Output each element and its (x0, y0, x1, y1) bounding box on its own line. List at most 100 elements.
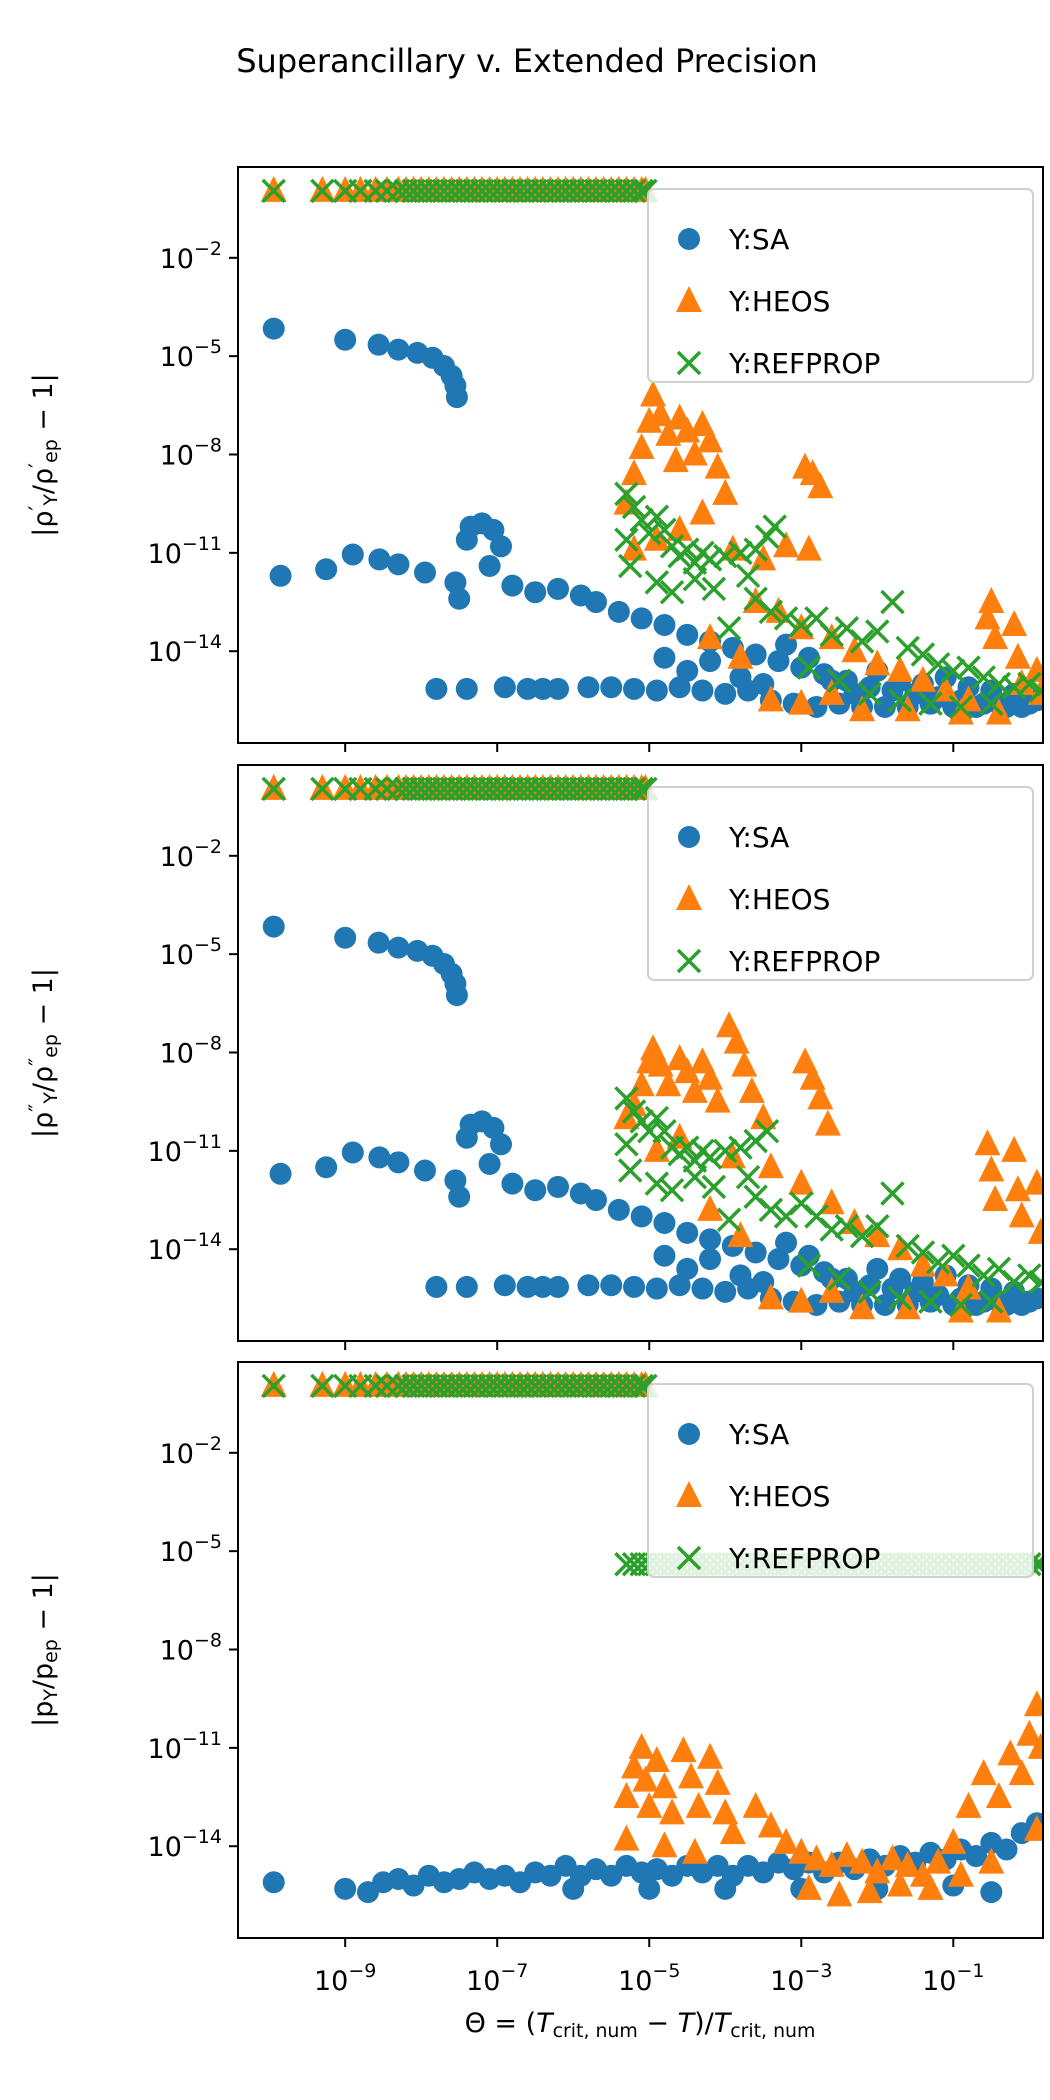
data-point (834, 1214, 860, 1239)
data-point (577, 676, 600, 699)
data-point (490, 535, 513, 558)
data-point (647, 400, 674, 427)
data-point (895, 635, 920, 661)
data-point (653, 1211, 676, 1234)
data-point (697, 426, 724, 453)
data-point (941, 658, 966, 684)
data-point (1008, 1759, 1035, 1786)
y-tick-label: 10−14 (148, 1229, 222, 1266)
data-point (668, 676, 691, 699)
label-part: crit, num (553, 2020, 638, 2042)
data-point (562, 1877, 585, 1900)
figure-title: Superancillary v. Extended Precision (236, 42, 818, 80)
label-part: ep (40, 1639, 62, 1663)
legend-item: Y:REFPROP (676, 347, 880, 380)
data-point (647, 1050, 674, 1077)
label-part: − 1| (28, 1573, 59, 1639)
label-part: ep (40, 439, 62, 463)
data-point (925, 1250, 951, 1275)
data-point (1016, 1719, 1043, 1746)
data-point (1028, 678, 1043, 703)
data-point (910, 1240, 936, 1265)
data-point (970, 1759, 997, 1786)
data-point (719, 1818, 746, 1845)
label-part: T (678, 2008, 697, 2039)
legend-item: Y:SA (678, 821, 789, 854)
data-point (644, 1171, 670, 1196)
tick-exponent: −11 (182, 1728, 222, 1750)
data-point (701, 576, 727, 602)
x-tick-label: 10−3 (770, 1960, 832, 1997)
x-tick-label: 10−9 (314, 1960, 376, 1997)
y-axis-label: |ρ′Y/ρ′ep − 1| (25, 373, 61, 537)
data-point (697, 1194, 724, 1221)
data-point (676, 1257, 699, 1280)
label-part: ″ (25, 1058, 50, 1066)
top-band-yrefprop (261, 178, 658, 204)
data-point (659, 579, 685, 605)
data-point (310, 178, 335, 204)
data-point (490, 1133, 513, 1156)
data-point (865, 1214, 890, 1239)
data-point (887, 1234, 914, 1261)
data-point (531, 677, 554, 700)
data-point (341, 543, 364, 566)
data-point (889, 1267, 912, 1290)
data-point (894, 1850, 921, 1877)
data-point (444, 1169, 467, 1192)
data-point (659, 1798, 686, 1825)
data-point (818, 1276, 845, 1303)
tick-base: 10 (148, 1137, 182, 1168)
data-point (864, 1857, 891, 1884)
data-point (1004, 642, 1031, 669)
legend-label: Y:REFPROP (728, 1542, 880, 1575)
data-point (887, 1286, 913, 1311)
data-point (607, 600, 630, 623)
tick-base: 10 (148, 1734, 182, 1765)
data-point (676, 659, 699, 682)
data-point (630, 1205, 653, 1228)
data-point (947, 1860, 974, 1887)
data-point (614, 527, 639, 552)
data-point (757, 1152, 784, 1179)
data-point (948, 694, 974, 720)
data-point (796, 1253, 822, 1278)
data-point (547, 577, 570, 600)
label-part: Y (40, 1092, 62, 1105)
data-point (374, 776, 400, 802)
data-point (547, 1175, 570, 1198)
data-point (651, 1831, 678, 1858)
data-point (478, 554, 501, 577)
data-point (363, 1373, 388, 1399)
data-point (731, 1050, 758, 1077)
tick-exponent: −5 (194, 1531, 222, 1553)
label-part: Y (40, 494, 62, 507)
data-point (645, 1277, 668, 1300)
data-point (978, 1155, 1005, 1182)
data-point (979, 1289, 1004, 1314)
top-band-yrefprop (261, 1373, 658, 1399)
data-point (638, 1877, 661, 1900)
data-point (1028, 1269, 1043, 1295)
data-point (754, 1118, 780, 1144)
data-point (334, 926, 357, 949)
data-point (788, 688, 815, 715)
data-point (367, 931, 390, 954)
data-point (445, 984, 468, 1007)
data-point (651, 1772, 678, 1799)
data-point (621, 1752, 648, 1779)
data-point (269, 1162, 292, 1185)
y-tick-label: 10−14 (148, 631, 222, 668)
data-point (712, 478, 739, 505)
data-point (880, 1181, 905, 1206)
label-part: − 1| (28, 373, 59, 439)
data-point (493, 1274, 516, 1297)
data-point (767, 650, 790, 673)
data-point (676, 623, 699, 646)
data-point (727, 642, 754, 669)
data-point (387, 1151, 410, 1174)
legend-item: Y:REFPROP (676, 1542, 880, 1575)
tick-exponent: −14 (182, 1229, 222, 1251)
data-point (367, 333, 390, 356)
